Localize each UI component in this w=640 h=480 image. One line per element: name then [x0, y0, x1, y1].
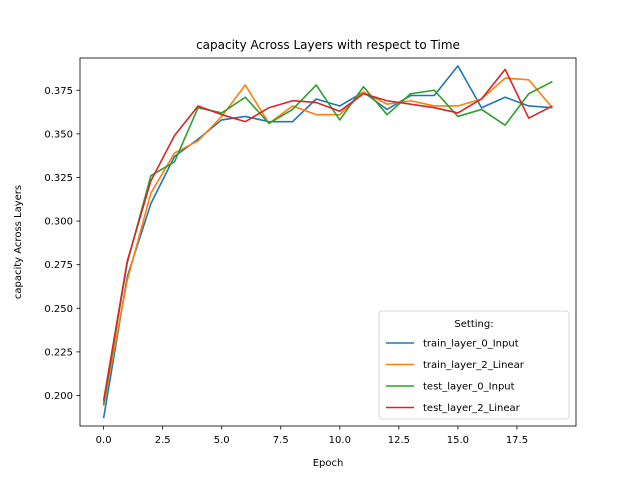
series-line-test_layer_0_Input — [102, 80, 553, 405]
y-tick-label: 0.250 — [44, 304, 73, 315]
legend-label: test_layer_2_Linear — [423, 403, 521, 414]
legend-box — [378, 310, 570, 420]
legend-label: train_layer_0_Input — [423, 339, 519, 350]
y-tick-label: 0.200 — [44, 391, 73, 402]
y-tick-label: 0.375 — [44, 86, 73, 97]
x-tick-label: 15.0 — [447, 435, 469, 446]
axis-ticks: 0.0 2.5 5.0 7.5 10.0 12.5 15.0 17.5 0.200 0.225 0.… — [44, 86, 528, 446]
plot-frame — [79, 57, 577, 427]
series-lines — [102, 65, 553, 419]
x-tick-label: 0.0 — [96, 435, 112, 446]
x-axis-label: Epoch — [313, 458, 344, 469]
x-tick-label: 17.5 — [506, 435, 528, 446]
y-tick-label: 0.325 — [44, 173, 73, 184]
x-tick-label: 12.5 — [388, 435, 410, 446]
series-line-test_layer_2_Linear — [102, 68, 553, 401]
y-tick-label: 0.300 — [44, 217, 73, 228]
legend: Setting: train_layer_0_Inputtrain_layer_… — [378, 310, 570, 420]
x-tick-label: 2.5 — [155, 435, 171, 446]
y-axis-label: capacity Across Layers — [13, 185, 24, 299]
legend-entries: train_layer_0_Input train_layer_2_Lineart… — [386, 339, 525, 414]
legend-label: train_layer_2_Linear — [423, 360, 525, 371]
y-tick-label: 0.350 — [44, 129, 73, 140]
legend-label: test_layer_0_Input — [423, 382, 515, 393]
legend-title: Setting: — [454, 319, 493, 330]
y-tick-label: 0.275 — [44, 260, 73, 271]
y-tick-label: 0.225 — [44, 347, 73, 358]
chart-title: capacity Across Layers with respect to T… — [196, 38, 460, 52]
x-tick-label: 7.5 — [273, 435, 289, 446]
x-tick-label: 10.0 — [329, 435, 351, 446]
x-tick-label: 5.0 — [214, 435, 230, 446]
